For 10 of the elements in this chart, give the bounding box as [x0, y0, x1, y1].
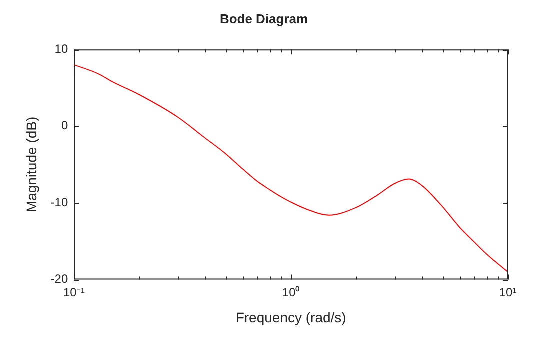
chart-title: Bode Diagram	[220, 11, 308, 26]
x-axis-title: Frequency (rad/s)	[236, 309, 346, 326]
x-tick-label: 10¹	[499, 285, 517, 300]
y-tick-label: 0	[61, 118, 68, 133]
y-axis-title: Magnitude (dB)	[23, 116, 40, 213]
y-tick-label: -10	[50, 195, 68, 210]
x-tick-label: 10⁰	[282, 285, 300, 300]
y-tick-label: -20	[50, 272, 68, 286]
y-tick-label: 10	[54, 42, 68, 56]
x-tick-label: 10⁻¹	[63, 285, 85, 300]
